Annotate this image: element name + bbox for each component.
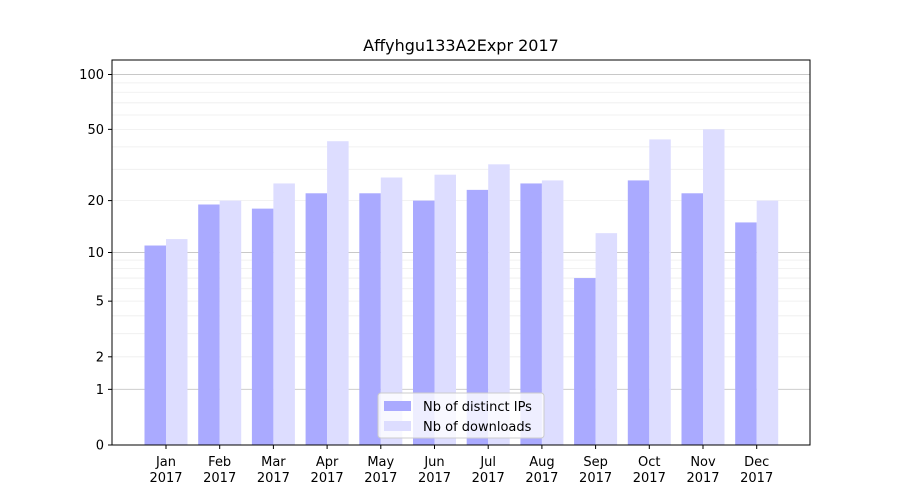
bar-distinct-ips xyxy=(466,189,489,445)
bar-downloads xyxy=(649,139,671,445)
y-tick-label: 1 xyxy=(96,383,104,398)
x-tick-label: Apr xyxy=(316,455,339,470)
x-tick-label: Aug xyxy=(529,455,554,470)
legend-label: Nb of distinct IPs xyxy=(423,400,532,415)
bar-distinct-ips xyxy=(574,278,596,445)
legend: Nb of distinct IPs Nb of downloads xyxy=(377,392,545,439)
x-tick-label: 2017 xyxy=(364,471,397,486)
bar-distinct-ips xyxy=(251,208,274,445)
bar-distinct-ips xyxy=(520,183,542,445)
bar-downloads xyxy=(595,233,618,445)
bar-distinct-ips xyxy=(198,204,220,445)
y-tick-label: 5 xyxy=(96,295,104,310)
x-tick-label: 2017 xyxy=(472,471,505,486)
bar-downloads xyxy=(219,200,242,445)
x-tick-label: Nov xyxy=(690,455,716,470)
bar-distinct-ips xyxy=(144,245,166,445)
x-tick-label: 2017 xyxy=(149,471,182,486)
x-tick-label: Oct xyxy=(638,455,660,470)
bar-distinct-ips xyxy=(735,222,757,445)
bar-downloads xyxy=(273,183,295,445)
bar-distinct-ips xyxy=(627,180,650,446)
x-tick-label: 2017 xyxy=(686,471,719,486)
x-tick-label: Jan xyxy=(155,455,176,470)
x-tick-label: Dec xyxy=(744,455,769,470)
bar-downloads xyxy=(756,200,779,445)
x-tick-label: 2017 xyxy=(579,471,612,486)
y-tick-label: 2 xyxy=(96,350,104,365)
y-tick-label: 0 xyxy=(96,439,104,454)
bar-distinct-ips xyxy=(681,193,703,445)
legend-swatch xyxy=(384,401,411,411)
x-tick-label: Jun xyxy=(423,455,444,470)
x-tick-label: 2017 xyxy=(311,471,344,486)
y-tick-label: 20 xyxy=(87,194,104,209)
bar-distinct-ips xyxy=(413,200,435,445)
x-tick-label: 2017 xyxy=(203,471,236,486)
legend-label: Nb of downloads xyxy=(423,420,532,435)
bar-downloads xyxy=(166,239,188,445)
bar-downloads xyxy=(541,180,564,446)
axis-layer: Jan2017Feb2017Mar2017Apr2017May2017Jun20… xyxy=(79,68,773,486)
bar-distinct-ips xyxy=(359,193,381,445)
x-tick-label: May xyxy=(367,455,394,470)
x-tick-label: Mar xyxy=(261,455,286,470)
y-tick-label: 50 xyxy=(87,123,104,138)
x-tick-label: 2017 xyxy=(418,471,451,486)
legend-swatch xyxy=(384,421,411,431)
bar-downloads xyxy=(327,141,349,446)
x-tick-label: Jul xyxy=(479,455,496,470)
y-tick-label: 10 xyxy=(87,246,104,261)
bar-downloads xyxy=(434,174,456,446)
x-tick-label: 2017 xyxy=(633,471,666,486)
bar-distinct-ips xyxy=(305,193,328,445)
bars-layer xyxy=(144,129,779,446)
y-tick-label: 100 xyxy=(79,68,104,83)
bar-downloads xyxy=(703,129,725,445)
bar-downloads xyxy=(380,177,403,445)
x-tick-label: 2017 xyxy=(740,471,773,486)
bar-downloads xyxy=(488,164,510,445)
x-tick-label: Sep xyxy=(583,455,608,470)
legend-box xyxy=(377,392,545,439)
chart-title: Affyhgu133A2Expr 2017 xyxy=(363,36,559,55)
x-tick-label: 2017 xyxy=(257,471,290,486)
x-tick-label: 2017 xyxy=(525,471,558,486)
x-tick-label: Feb xyxy=(208,455,231,470)
